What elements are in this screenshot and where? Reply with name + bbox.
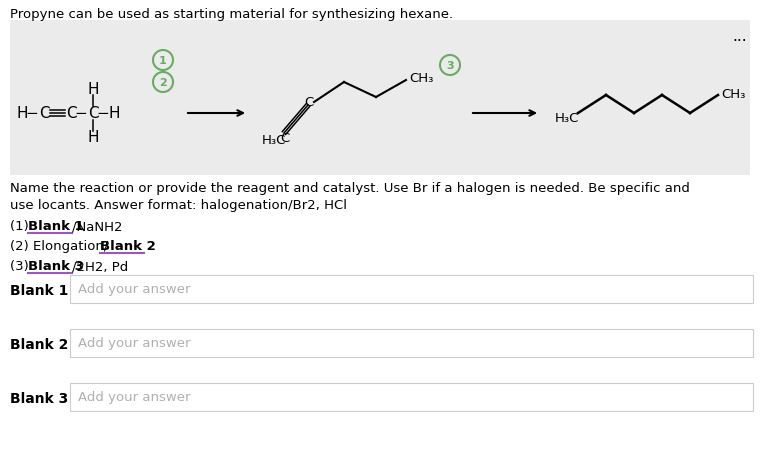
Text: /2H2, Pd: /2H2, Pd bbox=[72, 259, 129, 273]
Text: (3): (3) bbox=[10, 259, 33, 273]
Text: Blank 2: Blank 2 bbox=[100, 239, 156, 253]
Text: Add your answer: Add your answer bbox=[78, 283, 190, 296]
FancyBboxPatch shape bbox=[70, 329, 753, 357]
Text: C: C bbox=[39, 106, 49, 121]
Text: 2: 2 bbox=[159, 78, 167, 88]
Text: H₃C: H₃C bbox=[262, 133, 286, 146]
Text: H: H bbox=[88, 82, 99, 97]
Text: Add your answer: Add your answer bbox=[78, 391, 190, 404]
Text: Blank 1: Blank 1 bbox=[28, 219, 84, 233]
Text: CH₃: CH₃ bbox=[721, 87, 745, 100]
Text: Blank 1: Blank 1 bbox=[10, 283, 68, 298]
Text: Blank 3: Blank 3 bbox=[10, 391, 68, 405]
Text: 3: 3 bbox=[446, 61, 454, 71]
Text: −: − bbox=[97, 106, 110, 121]
Text: ···: ··· bbox=[733, 33, 747, 48]
Text: Blank 3: Blank 3 bbox=[28, 259, 84, 273]
Text: CH₃: CH₃ bbox=[409, 71, 433, 84]
Text: Blank 2: Blank 2 bbox=[10, 337, 68, 351]
Text: −: − bbox=[75, 106, 88, 121]
Text: C: C bbox=[280, 131, 290, 144]
Text: C: C bbox=[88, 106, 98, 121]
Text: H: H bbox=[16, 106, 27, 121]
Text: H: H bbox=[108, 106, 119, 121]
Text: Name the reaction or provide the reagent and catalyst. Use Br if a halogen is ne: Name the reaction or provide the reagent… bbox=[10, 182, 690, 195]
Text: H: H bbox=[88, 130, 99, 145]
Text: /NaNH2: /NaNH2 bbox=[72, 219, 123, 233]
Text: 1: 1 bbox=[159, 56, 167, 66]
FancyBboxPatch shape bbox=[70, 275, 753, 303]
Text: use locants. Answer format: halogenation/Br2, HCl: use locants. Answer format: halogenation… bbox=[10, 198, 347, 212]
Text: (1): (1) bbox=[10, 219, 33, 233]
FancyBboxPatch shape bbox=[10, 21, 750, 176]
Text: C: C bbox=[304, 95, 314, 108]
Text: Propyne can be used as starting material for synthesizing hexane.: Propyne can be used as starting material… bbox=[10, 8, 453, 21]
Text: C: C bbox=[65, 106, 76, 121]
Text: (2) Elongation/: (2) Elongation/ bbox=[10, 239, 108, 253]
FancyBboxPatch shape bbox=[70, 383, 753, 411]
Text: H₃C: H₃C bbox=[555, 112, 579, 125]
Text: −: − bbox=[26, 106, 38, 121]
Text: Add your answer: Add your answer bbox=[78, 337, 190, 350]
